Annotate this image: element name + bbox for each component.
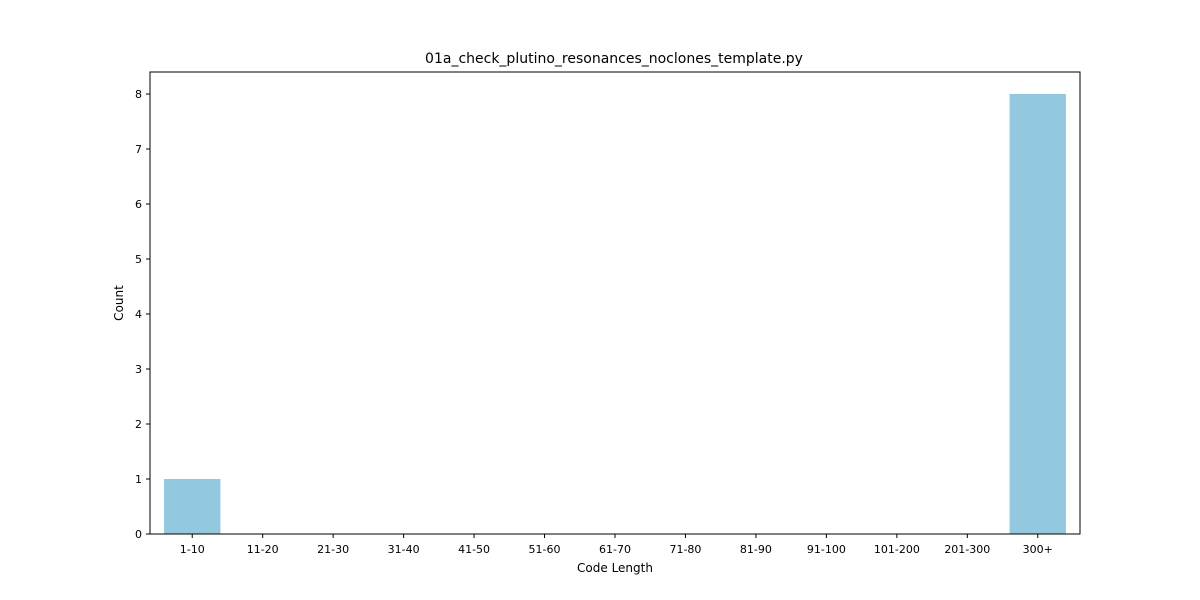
y-tick-label: 6 (135, 198, 142, 211)
x-tick-label: 91-100 (807, 543, 846, 556)
chart-title: 01a_check_plutino_resonances_noclones_te… (425, 51, 803, 67)
x-tick-label: 300+ (1023, 543, 1053, 556)
x-tick-label: 11-20 (247, 543, 279, 556)
x-tick-label: 61-70 (599, 543, 631, 556)
x-tick-label: 51-60 (529, 543, 561, 556)
x-tick-label: 1-10 (180, 543, 205, 556)
x-tick-label: 81-90 (740, 543, 772, 556)
y-tick-label: 3 (135, 363, 142, 376)
y-tick-label: 5 (135, 253, 142, 266)
bar-300+ (1009, 94, 1066, 534)
x-tick-label: 101-200 (874, 543, 920, 556)
plot-frame (149, 71, 1081, 535)
x-tick-label: 31-40 (388, 543, 420, 556)
x-axis-label: Code Length (577, 561, 653, 575)
y-tick-label: 8 (135, 88, 142, 101)
y-axis-label: Count (112, 285, 126, 321)
y-tick-label: 1 (135, 473, 142, 486)
y-axis: 0 1 2 3 4 5 6 7 8 (135, 88, 150, 541)
x-axis: 1-10 11-20 21-30 31-40 41-50 51-60 61-70 71-80 8… (180, 534, 1053, 556)
y-tick-label: 7 (135, 143, 142, 156)
y-tick-label: 0 (135, 528, 142, 541)
y-tick-label: 4 (135, 308, 142, 321)
x-tick-label: 201-300 (944, 543, 990, 556)
bars-group (164, 94, 1066, 534)
y-tick-label: 2 (135, 418, 142, 431)
x-tick-label: 71-80 (669, 543, 701, 556)
bar-1-10 (164, 479, 221, 534)
x-tick-label: 21-30 (317, 543, 349, 556)
x-tick-label: 41-50 (458, 543, 490, 556)
